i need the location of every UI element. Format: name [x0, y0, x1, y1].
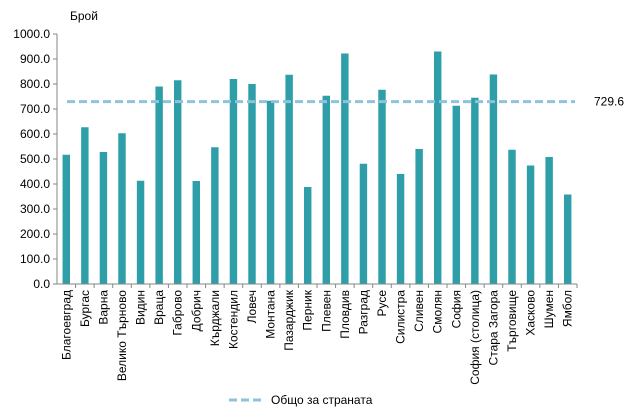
bar: [192, 181, 200, 284]
bar: [81, 127, 89, 284]
x-category-label: Видин: [134, 290, 148, 325]
x-category-label: Благоевград: [59, 290, 73, 360]
y-axis-ticks: 0.0 100.0 200.0 300.0 400.0 500.0 600.0 700.0 80…: [13, 27, 57, 291]
bar: [248, 84, 256, 284]
y-tick-label: 200.0: [20, 227, 50, 241]
x-category-label: Смолян: [431, 290, 445, 333]
y-tick-label: 700.0: [20, 102, 50, 116]
x-category-label: Хасково: [524, 290, 538, 336]
x-category-label: Русе: [375, 290, 389, 317]
legend: Общо за страната: [229, 393, 373, 407]
bar: [396, 174, 405, 284]
y-tick-label: 600.0: [20, 127, 50, 141]
x-category-label: Бургас: [78, 290, 92, 327]
y-tick-label: 400.0: [20, 177, 50, 191]
bar: [526, 165, 535, 284]
x-category-label: Сливен: [412, 290, 426, 332]
x-category-label: Разград: [356, 290, 370, 334]
bar: [304, 187, 312, 284]
bar: [341, 53, 349, 284]
x-category-label: Добрич: [189, 290, 203, 331]
bar: [434, 51, 442, 284]
x-category-label: Пловдив: [338, 290, 352, 339]
x-category-label: Велико Търново: [115, 290, 129, 381]
bar: [471, 97, 479, 284]
y-tick-label: 800.0: [20, 77, 50, 91]
bar: [359, 163, 368, 284]
x-category-label: Ямбол: [561, 290, 575, 327]
x-axis-category-labels: Благоевград Бургас Варна Велико Търново Види…: [59, 284, 578, 385]
y-tick-label: 500.0: [20, 152, 50, 166]
bar: [545, 157, 553, 284]
bar: [285, 74, 293, 284]
x-category-label: Варна: [96, 290, 110, 325]
y-tick-label: 900.0: [20, 52, 50, 66]
x-category-label: София (столица): [468, 290, 482, 385]
x-category-label: Кърджали: [208, 290, 222, 346]
bar: [62, 154, 70, 284]
bar: [229, 79, 238, 284]
bar: [136, 180, 145, 284]
bar: [322, 95, 330, 284]
bar: [174, 80, 182, 284]
x-category-label: Шумен: [542, 290, 556, 328]
y-axis-label: Брой: [70, 9, 98, 23]
y-tick-label: 1000.0: [13, 27, 50, 41]
reference-line-label: 729.6: [594, 95, 624, 109]
bar: [508, 149, 516, 284]
legend-entry-label: Общо за страната: [271, 393, 373, 407]
bar: [118, 133, 126, 284]
y-tick-label: 0.0: [33, 277, 50, 291]
x-category-label: Монтана: [264, 290, 278, 339]
x-category-label: Перник: [301, 289, 315, 330]
x-category-label: Костендил: [226, 290, 240, 349]
y-tick-label: 300.0: [20, 202, 50, 216]
x-category-label: София: [449, 290, 463, 328]
bar: [452, 105, 460, 284]
x-category-label: Плевен: [319, 290, 333, 332]
x-category-label: Пазарджик: [282, 289, 296, 350]
bar: [489, 74, 498, 284]
bar: [564, 194, 572, 284]
x-category-label: Габрово: [171, 290, 185, 336]
bar: [415, 149, 423, 284]
bar: [155, 86, 163, 284]
x-category-label: Враца: [152, 290, 166, 325]
bar: [99, 152, 108, 284]
bars: [62, 51, 572, 284]
x-category-label: Стара Загора: [486, 290, 500, 366]
y-tick-label: 100.0: [20, 252, 50, 266]
bar: [211, 147, 219, 284]
x-category-label: Силистра: [394, 290, 408, 344]
bar: [266, 100, 275, 284]
x-category-label: Ловеч: [245, 290, 259, 323]
bar: [378, 89, 386, 284]
x-category-label: Търговище: [505, 290, 519, 352]
